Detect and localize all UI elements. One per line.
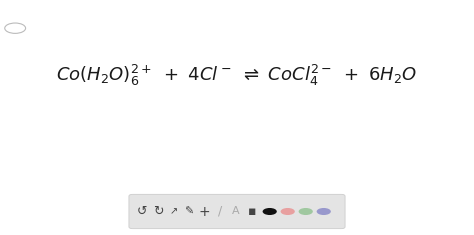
Text: /: / (219, 205, 222, 218)
Text: $Co(H_2O)_6^{2+}$$\ +\ 4Cl^-\ \rightleftharpoons\ $$CoCl_4^{2-}\ +\ 6H_2O$: $Co(H_2O)_6^{2+}$$\ +\ 4Cl^-\ \rightleft… (56, 63, 418, 88)
Text: ↺: ↺ (137, 205, 147, 218)
Circle shape (281, 208, 295, 215)
Circle shape (263, 208, 277, 215)
Text: ↻: ↻ (153, 205, 163, 218)
Text: ✎: ✎ (184, 207, 194, 216)
Text: ↗: ↗ (169, 207, 178, 216)
Text: +: + (199, 204, 210, 219)
Circle shape (317, 208, 331, 215)
Circle shape (299, 208, 313, 215)
Text: ▪: ▪ (247, 205, 256, 218)
FancyBboxPatch shape (129, 194, 345, 229)
Text: A: A (232, 207, 240, 216)
